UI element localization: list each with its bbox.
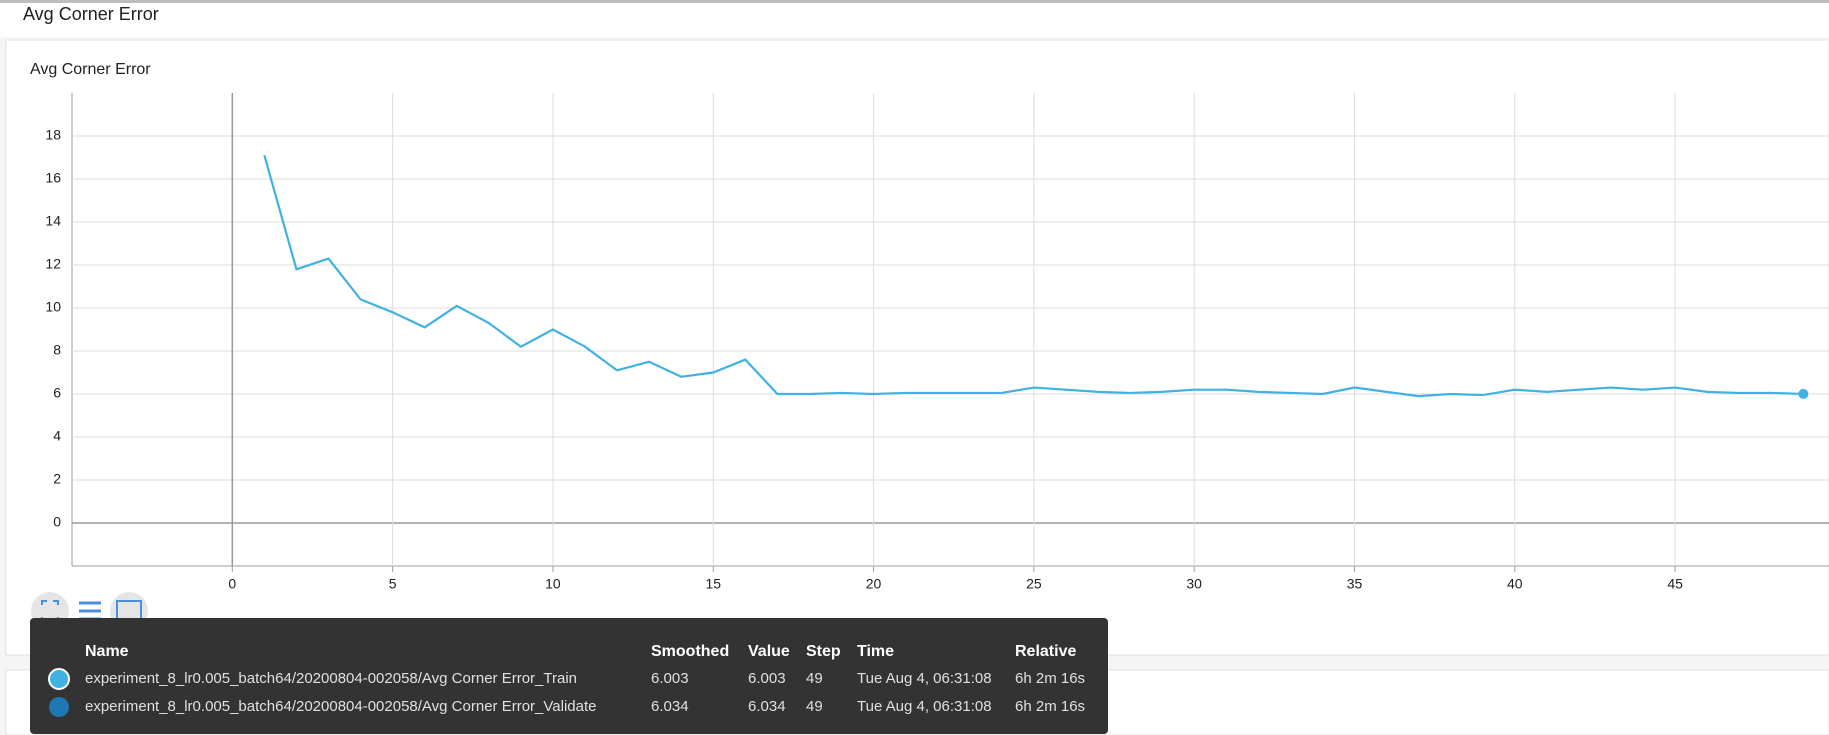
x-tick-label: 45 [1667,576,1683,592]
tooltip-cell: 6.034 [651,698,689,715]
tooltip-cell: 6h 2m 16s [1015,670,1085,687]
tooltip-cell: 6h 2m 16s [1015,698,1085,715]
y-tick-label: 16 [45,170,61,186]
tooltip-header: Value [748,643,790,660]
tooltip-cell: Tue Aug 4, 06:31:08 [857,698,992,715]
series-swatch [49,697,69,717]
tooltip-cell: 49 [806,698,823,715]
x-tick-label: 20 [866,576,882,592]
x-tick-label: 0 [228,576,236,592]
fullscreen-icon [41,600,59,622]
tooltip-header: Relative [1015,643,1076,660]
y-tick-label: 14 [45,213,61,229]
tooltip-header: Name [85,643,129,660]
tooltip-cell: experiment_8_lr0.005_batch64/20200804-00… [85,670,577,687]
tooltip-header: Smoothed [651,643,729,660]
y-tick-label: 0 [53,514,61,530]
chart-title: Avg Corner Error [30,61,151,78]
end-point [1798,388,1809,399]
tooltip-cell: 6.003 [748,670,786,687]
x-tick-label: 25 [1026,576,1042,592]
y-tick-label: 18 [45,127,61,143]
y-tick-label: 8 [53,342,61,358]
tooltip-header: Time [857,643,894,660]
tooltip-cell: 6.034 [748,698,786,715]
tooltip: Name Smoothed Value Step Time Relative experim… [30,618,1108,734]
tooltip-cell: experiment_8_lr0.005_batch64/20200804-00… [85,698,596,715]
top-border [0,0,1829,3]
x-tick-label: 35 [1347,576,1363,592]
series-line [263,155,1804,398]
x-tick-label: 30 [1186,576,1202,592]
card [5,39,1829,656]
section-header [0,3,1829,37]
tooltip-cell: 6.003 [651,670,689,687]
tooltip-cell: 49 [806,670,823,687]
section-title: Avg Corner Error [23,4,159,24]
x-tick-label: 40 [1507,576,1523,592]
tooltip-box [30,618,1108,734]
y-tick-label: 4 [53,428,61,444]
plot: 0 2 4 6 8 10 12 14 16 18 0 5 10 15 20 25 30 35 40 45 [45,93,1829,592]
y-tick-label: 10 [45,299,61,315]
y-tick-label: 6 [53,385,61,401]
tooltip-cell: Tue Aug 4, 06:31:08 [857,670,992,687]
x-tick-label: 15 [705,576,721,592]
series-swatch [48,668,70,690]
tooltip-header: Step [806,643,841,660]
x-tick-label: 5 [389,576,397,592]
x-tick-label: 10 [545,576,561,592]
y-tick-label: 2 [53,471,61,487]
y-tick-label: 12 [45,256,61,272]
